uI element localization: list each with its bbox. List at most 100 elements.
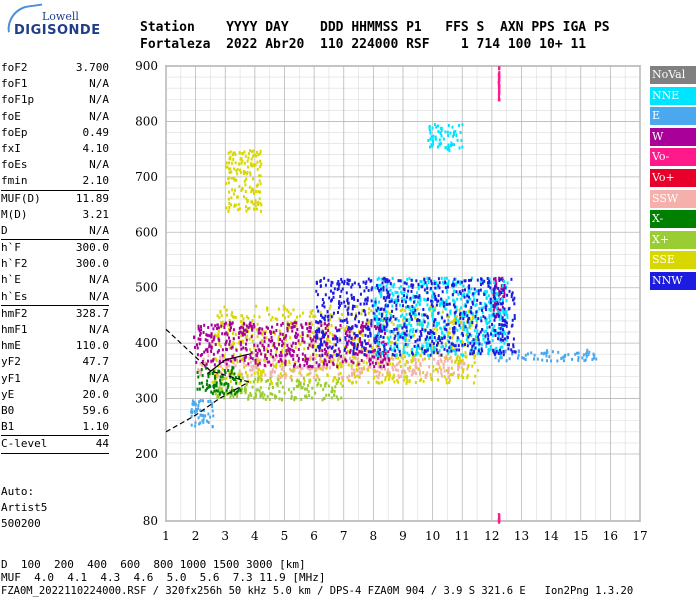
echo-point-sse	[222, 323, 225, 327]
echo-point-w	[365, 354, 368, 358]
echo-point-sse	[365, 361, 368, 365]
echo-point-w	[296, 354, 299, 358]
echo-point-x-	[221, 390, 224, 394]
echo-point-nnw	[431, 304, 434, 308]
echo-point-w	[272, 343, 275, 347]
echo-point-x-	[230, 368, 233, 372]
echo-point-nne	[411, 347, 414, 351]
echo-point-nne	[418, 346, 421, 350]
echo-point-ssw	[251, 368, 254, 372]
echo-point-e	[545, 351, 548, 355]
echo-point-nnw	[423, 349, 426, 353]
echo-point-w	[198, 342, 201, 346]
echo-point-x-	[230, 386, 233, 390]
echo-point-sse	[311, 323, 314, 327]
echo-point-e	[524, 353, 527, 357]
echo-point-sse	[230, 196, 233, 200]
echo-point-w	[353, 352, 356, 356]
echo-point-ssw	[415, 365, 418, 369]
echo-point-nnw	[384, 280, 387, 284]
echo-point-nnw	[369, 331, 372, 335]
echo-point-nnw	[432, 350, 435, 354]
echo-point-nne	[404, 338, 407, 342]
echo-point-e	[588, 350, 591, 354]
echo-point-x-	[231, 366, 234, 370]
echo-point-sse	[260, 373, 263, 377]
echo-point-nnw	[388, 293, 391, 297]
echo-point-w	[206, 347, 209, 351]
echo-point-nne	[486, 321, 489, 325]
echo-point-ssw	[358, 367, 361, 371]
echo-point-ssw	[400, 369, 403, 373]
echo-point-nnw	[468, 278, 471, 282]
echo-point-nne	[379, 283, 382, 287]
echo-point-nne	[385, 316, 388, 320]
echo-point-nne	[459, 340, 462, 344]
echo-point-w	[368, 357, 371, 361]
echo-point-ssw	[308, 368, 311, 372]
echo-point-sse	[303, 379, 306, 383]
echo-point-w	[258, 326, 261, 330]
auto-version: 500200	[1, 517, 41, 530]
echo-point-nne	[463, 314, 466, 318]
y-tick-label: 80	[143, 514, 158, 528]
echo-point-nnw	[470, 306, 473, 310]
echo-point-sse	[396, 378, 399, 382]
echo-point-nnw	[435, 348, 438, 352]
echo-point-nnw	[459, 311, 462, 315]
echo-point-w	[275, 328, 278, 332]
echo-point-sse	[242, 317, 245, 321]
echo-point-nnw	[446, 313, 449, 317]
echo-point-w	[503, 292, 506, 296]
echo-point-sse	[247, 165, 250, 169]
echo-point-sse	[238, 184, 241, 188]
echo-point-w	[297, 347, 300, 351]
echo-point-nne	[504, 312, 507, 316]
echo-point-ssw	[282, 369, 285, 373]
echo-point-nne	[390, 348, 393, 352]
echo-point-nne	[439, 326, 442, 330]
echo-point-nnw	[407, 289, 410, 293]
echo-point-nnw	[321, 343, 324, 347]
echo-point-nne	[493, 324, 496, 328]
echo-point-e	[194, 421, 197, 425]
echo-point-ssw	[399, 374, 402, 378]
echo-point-sse	[405, 359, 408, 363]
echo-point-nnw	[418, 294, 421, 298]
echo-point-sse	[328, 340, 331, 344]
param-name: h`F2	[1, 257, 28, 271]
echo-point-nnw	[461, 343, 464, 347]
echo-point-sse	[234, 332, 237, 336]
echo-point-w	[232, 337, 235, 341]
echo-point-nne	[491, 299, 494, 303]
echo-point-nnw	[337, 306, 340, 310]
echo-point-w	[207, 359, 210, 363]
echo-point-nnw	[319, 279, 322, 283]
echo-point-nnw	[373, 339, 376, 343]
echo-point-ssw	[418, 369, 421, 373]
echo-point-nne	[427, 322, 430, 326]
echo-point-nnw	[483, 279, 486, 283]
echo-point-nnw	[453, 305, 456, 309]
echo-point-sse	[310, 312, 313, 316]
echo-point-w	[328, 345, 331, 349]
echo-point-nnw	[453, 344, 456, 348]
echo-point-w	[210, 332, 213, 336]
echo-point-nne	[389, 288, 392, 292]
echo-point-e	[190, 408, 193, 412]
echo-point-w	[216, 327, 219, 331]
echo-point-nnw	[356, 347, 359, 351]
echo-point-nnw	[513, 314, 516, 318]
echo-point-w	[193, 335, 196, 339]
param-value: 44	[95, 437, 109, 451]
echo-point-ssw	[300, 373, 303, 377]
echo-point-sse	[266, 306, 269, 310]
echo-point-nnw	[497, 286, 500, 290]
echo-point-ssw	[292, 369, 295, 373]
echo-point-w	[360, 324, 363, 328]
echo-point-nne	[496, 310, 499, 314]
echo-point-nne	[443, 306, 446, 310]
echo-point-e	[567, 353, 570, 357]
echo-point-nnw	[423, 351, 426, 355]
echo-point-sse	[238, 151, 241, 155]
